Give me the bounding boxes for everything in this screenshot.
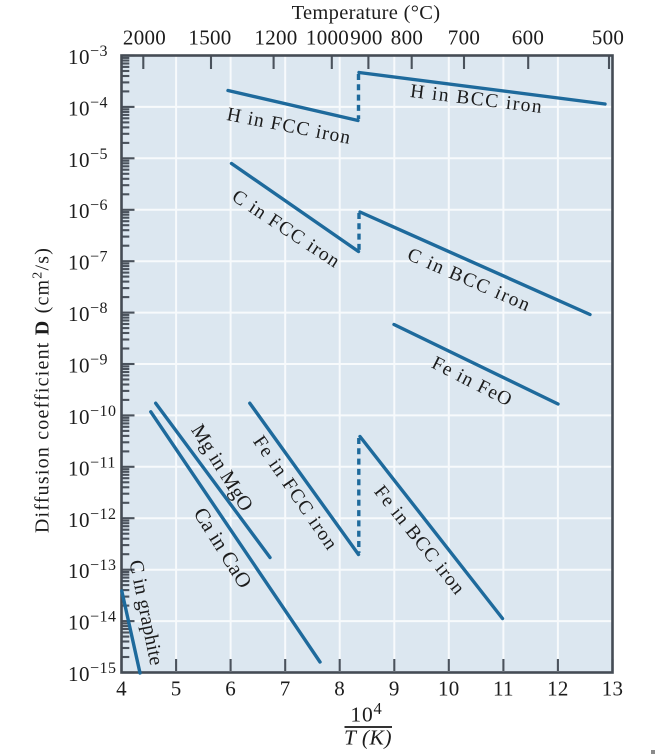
- svg-text:10−3: 10−3: [68, 43, 108, 69]
- svg-text:9: 9: [389, 677, 400, 701]
- svg-text:12: 12: [547, 677, 569, 701]
- svg-text:2000: 2000: [123, 26, 166, 50]
- svg-text:5: 5: [171, 677, 182, 701]
- svg-text:10−4: 10−4: [68, 94, 108, 120]
- svg-text:1200: 1200: [254, 26, 297, 50]
- svg-text:T (K): T (K): [344, 726, 392, 750]
- svg-text:Diffusion coefficient D (cm2/s: Diffusion coefficient D (cm2/s): [31, 247, 54, 533]
- svg-text:Temperature (°C): Temperature (°C): [292, 2, 441, 24]
- svg-text:11: 11: [493, 677, 514, 701]
- svg-text:7: 7: [280, 677, 291, 701]
- svg-text:800: 800: [391, 26, 423, 50]
- svg-text:1500: 1500: [188, 26, 231, 50]
- svg-text:1000: 1000: [306, 26, 349, 50]
- svg-text:13: 13: [602, 677, 624, 701]
- svg-text:900: 900: [350, 26, 382, 50]
- svg-text:10−8: 10−8: [68, 300, 108, 326]
- svg-text:600: 600: [512, 26, 544, 50]
- svg-text:10: 10: [438, 677, 460, 701]
- svg-text:500: 500: [592, 26, 624, 50]
- svg-text:700: 700: [448, 26, 480, 50]
- svg-text:8: 8: [334, 677, 345, 701]
- svg-text:6: 6: [225, 677, 236, 701]
- svg-text:4: 4: [116, 677, 127, 701]
